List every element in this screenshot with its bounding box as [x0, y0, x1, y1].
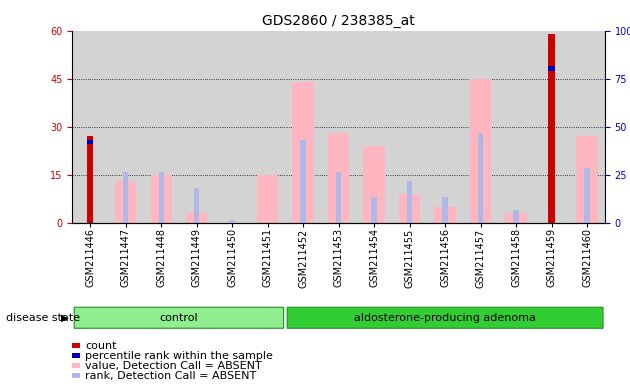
Bar [372, 197, 377, 223]
Bar [229, 220, 235, 223]
Bar [301, 139, 306, 223]
Bar [328, 133, 349, 223]
Bar [442, 197, 448, 223]
Bar [470, 79, 491, 223]
Text: control: control [159, 313, 198, 323]
Bar [585, 168, 590, 223]
Text: percentile rank within the sample: percentile rank within the sample [85, 351, 273, 361]
Bar [407, 181, 412, 223]
Bar [548, 66, 555, 71]
Bar [159, 172, 164, 223]
FancyBboxPatch shape [74, 307, 284, 328]
Bar [513, 210, 518, 223]
Bar [435, 207, 455, 223]
Bar [87, 136, 93, 223]
Text: ▶: ▶ [61, 313, 69, 323]
Bar [292, 82, 314, 223]
Bar [115, 181, 136, 223]
Bar [257, 175, 278, 223]
Bar [478, 133, 483, 223]
Text: aldosterone-producing adenoma: aldosterone-producing adenoma [354, 313, 536, 323]
Bar [364, 146, 385, 223]
Bar [399, 194, 420, 223]
Bar [576, 136, 598, 223]
Bar [336, 172, 341, 223]
Bar [548, 34, 555, 223]
Bar [87, 139, 93, 144]
Bar [194, 187, 199, 223]
FancyBboxPatch shape [287, 307, 603, 328]
Title: GDS2860 / 238385_at: GDS2860 / 238385_at [262, 14, 415, 28]
Text: rank, Detection Call = ABSENT: rank, Detection Call = ABSENT [85, 371, 256, 381]
Text: value, Detection Call = ABSENT: value, Detection Call = ABSENT [85, 361, 262, 371]
Text: disease state: disease state [6, 313, 81, 323]
Bar [123, 172, 129, 223]
Text: count: count [85, 341, 117, 351]
Bar [151, 175, 172, 223]
Bar [505, 213, 527, 223]
Bar [186, 213, 207, 223]
